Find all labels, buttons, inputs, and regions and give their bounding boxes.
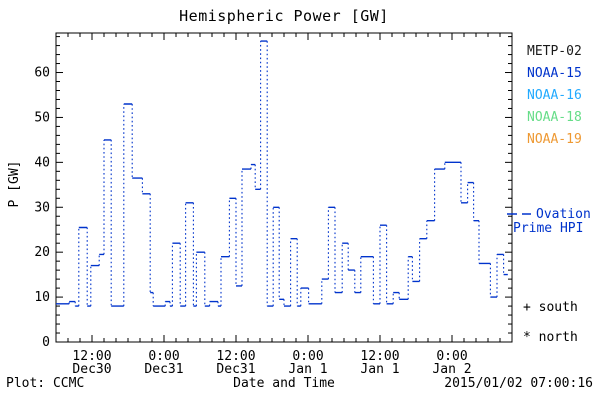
x-tick-date: Jan 2 [432, 362, 471, 377]
timestamp: 2015/01/02 07:00:16 [444, 376, 593, 391]
satellite-legend: METP-02 NOAA-15 NOAA-16 NOAA-18 NOAA-19 [527, 44, 582, 154]
hpi-step-levels [56, 40, 508, 307]
axis-ticks [56, 33, 512, 342]
x-tick-time: 12:00 [72, 349, 111, 364]
y-tick-label: 60 [34, 66, 50, 81]
x-axis-label: Date and Time [233, 376, 335, 391]
chart-title: Hemispheric Power [GW] [179, 7, 389, 25]
south-marker-label: + south [523, 300, 578, 315]
legend-item-noaa-19: NOAA-19 [527, 132, 582, 147]
x-tick-date: Jan 1 [360, 362, 399, 377]
y-tick-label: 40 [34, 155, 50, 170]
y-axis-label: P [GW] [7, 160, 22, 208]
x-tick-time: 0:00 [292, 349, 323, 364]
legend-item-noaa-15: NOAA-15 [527, 66, 582, 81]
plot-frame [55, 32, 513, 343]
ovation-legend-line2: Prime HPI [513, 221, 584, 236]
x-tick-time: 12:00 [216, 349, 255, 364]
hpi-step-transitions [68, 41, 505, 307]
y-tick-label: 30 [34, 200, 50, 215]
y-tick-label: 0 [42, 335, 50, 350]
x-tick-time: 0:00 [148, 349, 179, 364]
y-tick-label: 10 [34, 290, 50, 305]
x-tick-date: Dec31 [216, 362, 255, 377]
north-marker-label: * north [523, 330, 578, 345]
plot-credit: Plot: CCMC [6, 376, 85, 391]
x-tick-date: Dec31 [144, 362, 183, 377]
x-tick-date: Jan 1 [288, 362, 327, 377]
x-tick-time: 0:00 [436, 349, 467, 364]
legend-item-metp-02: METP-02 [527, 44, 582, 59]
y-tick-label: 50 [34, 110, 50, 125]
legend-item-noaa-18: NOAA-18 [527, 110, 582, 125]
x-tick-time: 12:00 [360, 349, 399, 364]
ovation-legend-line1: Ovation [536, 207, 591, 222]
x-tick-date: Dec30 [72, 362, 111, 377]
y-tick-label: 20 [34, 245, 50, 260]
legend-item-noaa-16: NOAA-16 [527, 88, 582, 103]
